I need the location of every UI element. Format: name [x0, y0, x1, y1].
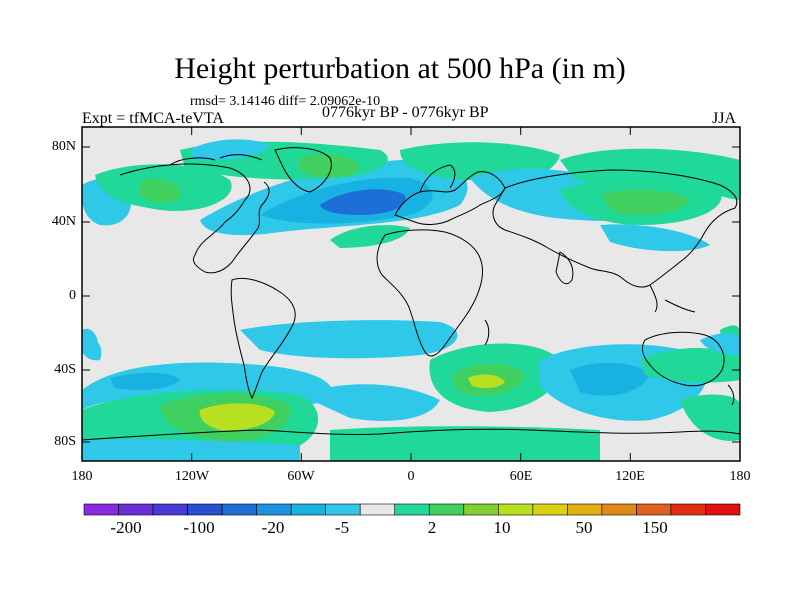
coastline-arctic-archipelago — [169, 154, 263, 166]
anomaly-positive-southern-ocean-core — [199, 403, 275, 431]
colorbar-label-150: 150 — [642, 518, 668, 537]
anomaly-negative-arctic — [190, 139, 270, 161]
season-label: JJA — [712, 110, 737, 127]
colorbar-swatch — [187, 503, 223, 516]
anomaly-negative-south-pacific-mid — [110, 372, 180, 390]
colorbar-swatch — [463, 503, 499, 516]
colorbar-swatch — [83, 503, 119, 516]
lon-ticks — [81, 127, 741, 461]
anomaly-negative-north-atlantic-core — [320, 189, 406, 215]
anomaly-negative-southern-ocean — [300, 384, 440, 421]
coastline-asia — [492, 169, 738, 288]
coastline-scandinavia — [419, 164, 456, 193]
anomaly-positive-europe-atlantic — [330, 225, 410, 248]
colorbar-swatch — [152, 503, 188, 516]
colorbar-label-neg200: -200 — [110, 518, 142, 537]
anomaly-field — [82, 139, 740, 461]
stats-line: rmsd= 3.14146 diff= 2.09062e-10 — [190, 94, 381, 109]
colorbar-swatch — [359, 503, 396, 516]
lon-label-180w: 180 — [71, 469, 93, 484]
colorbar-swatch — [118, 503, 154, 516]
colorbar-label-neg100: -100 — [183, 518, 215, 537]
colorbar-swatch — [256, 503, 292, 516]
coastline-greenland — [274, 147, 332, 193]
lat-label-0: 0 — [69, 288, 76, 303]
anomaly-positive-east-asia-core — [600, 189, 690, 215]
colorbar — [83, 503, 741, 516]
colorbar-swatch — [394, 503, 430, 516]
anomaly-negative-south-atlantic — [240, 320, 458, 359]
anomaly-positive-south-indian-ocean-core — [468, 374, 505, 389]
colorbar-label-neg5: -5 — [334, 518, 350, 537]
anomaly-positive-antarctic-margin — [330, 426, 600, 461]
coastline-new-zealand — [727, 384, 735, 406]
lon-label-60e: 60E — [509, 469, 533, 484]
colorbar-swatch — [567, 503, 603, 516]
lon-label-0: 0 — [407, 469, 415, 484]
coastlines — [82, 147, 740, 441]
colorbar-label-neg20: -20 — [261, 518, 285, 537]
lon-label-120w: 120W — [174, 469, 210, 484]
lon-label-180e: 180 — [729, 469, 751, 484]
coastline-antarctica — [82, 428, 740, 441]
coastline-south-america — [230, 277, 296, 400]
colorbar-label-10: 10 — [493, 518, 511, 537]
colorbar-swatch — [325, 503, 361, 516]
period-label: 0776kyr BP - 0776kyr BP — [322, 104, 489, 121]
colorbar-swatch — [532, 503, 568, 516]
colorbar-label-2: 2 — [427, 518, 437, 537]
map-title: Height perturbation at 500 hPa (in m) — [174, 52, 626, 85]
colorbar-swatch — [290, 503, 326, 516]
colorbar-swatch — [498, 503, 534, 516]
coastline-north-america — [119, 163, 270, 274]
anomaly-positive-southwest-pacific — [680, 394, 740, 441]
coastline-europe — [394, 171, 506, 225]
anomaly-positive-north-pacific — [560, 148, 740, 190]
lat-label-80s: 80S — [54, 434, 76, 449]
colorbar-label-50: 50 — [575, 518, 593, 537]
coastline-africa — [376, 229, 483, 357]
colorbar-swatch — [705, 503, 741, 516]
anomaly-negative-southwest-pacific — [700, 333, 740, 355]
lon-label-120e: 120E — [615, 469, 645, 484]
colorbar-swatch — [636, 503, 672, 516]
coastline-india — [555, 251, 574, 285]
anomaly-negative-south-indian-ocean-mid — [570, 362, 650, 396]
coastline-australia — [642, 331, 725, 387]
coastline-madagascar — [484, 319, 490, 346]
lat-label-40s: 40S — [54, 362, 76, 377]
lon-label-60w: 60W — [287, 469, 315, 484]
anomaly-positive-australia — [640, 348, 740, 383]
anomaly-positive-greenland — [300, 154, 360, 178]
coastline-southeast-asia — [649, 284, 696, 313]
lat-label-40n: 40N — [51, 214, 76, 229]
anomaly-negative-antarctic-margin — [82, 439, 300, 461]
colorbar-swatch — [601, 503, 637, 516]
colorbar-swatch — [221, 503, 257, 516]
anomaly-positive-north-america-core — [140, 178, 182, 203]
lat-label-80n: 80N — [51, 139, 76, 154]
colorbar-swatch — [428, 503, 465, 516]
anomaly-negative-west-pacific — [82, 337, 102, 361]
anomaly-negative-east-asia — [600, 224, 710, 252]
experiment-label: Expt = tfMCA-teVTA — [82, 110, 224, 127]
lat-ticks — [82, 146, 740, 443]
colorbar-swatch — [670, 503, 706, 516]
